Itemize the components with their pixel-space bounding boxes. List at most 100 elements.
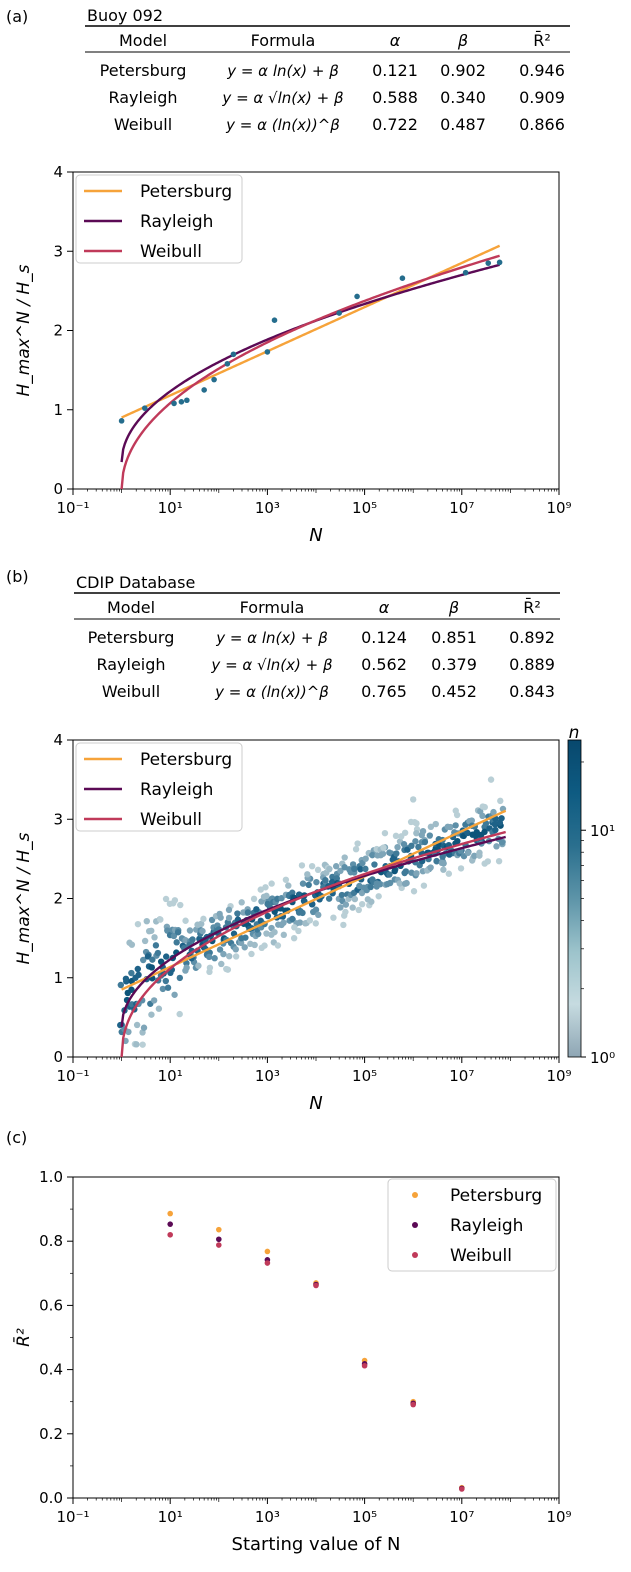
hexbin-cell <box>225 906 233 914</box>
x-tick-label: 10⁹ <box>546 499 571 517</box>
table-header: α <box>379 598 390 617</box>
hexbin-cell <box>123 978 130 985</box>
hexbin-cell <box>296 919 304 926</box>
hexbin-cell <box>183 959 190 967</box>
x-tick-label: 10⁵ <box>352 499 377 517</box>
hexbin-cell <box>298 862 306 869</box>
x-tick-label: 10⁵ <box>352 1508 377 1526</box>
table-cell-formula: y = α (ln(x))^β <box>214 683 329 701</box>
hexbin-cell <box>299 880 307 887</box>
hexbin-cell <box>140 956 147 964</box>
y-tick-label: 1 <box>53 401 63 419</box>
x-tick-label: 10¹ <box>158 499 183 517</box>
point-weibull <box>313 1282 319 1289</box>
table-cell-alpha: 0.765 <box>361 682 407 701</box>
hexbin-cell <box>211 955 218 962</box>
hexbin-cell <box>427 823 435 831</box>
hexbin-cell <box>251 941 258 949</box>
hexbin-cell <box>421 838 429 846</box>
y-axis-label: R̄² <box>12 1328 34 1347</box>
hexbin-cell <box>304 871 311 878</box>
hexbin-cell <box>217 914 224 921</box>
hexbin-cell <box>271 928 278 936</box>
hexbin-cell <box>220 950 227 958</box>
hexbin-cell <box>349 904 356 911</box>
hexbin-cell <box>410 796 417 803</box>
legend-label-weibull: Weibull <box>450 1246 512 1266</box>
point-rayleigh <box>167 1221 173 1227</box>
hexbin-cell <box>155 1005 163 1012</box>
hexbin-cell <box>206 968 213 976</box>
hexbin-cell <box>377 881 384 888</box>
table-cell-formula: y = α (ln(x))^β <box>225 116 340 134</box>
hexbin-cell <box>162 977 170 985</box>
data-point <box>211 376 217 383</box>
hexbin-cell <box>413 870 420 877</box>
table-cell-beta: 0.379 <box>431 655 477 674</box>
hexbin-cell <box>337 904 344 911</box>
hexbin-cell <box>498 815 505 822</box>
hexbin-cell <box>171 897 179 904</box>
table-cell-r2: 0.909 <box>519 88 565 107</box>
hexbin-cell <box>182 937 189 944</box>
legend-label-petersburg: Petersburg <box>140 182 232 202</box>
table-title: Buoy 092 <box>87 6 163 25</box>
hexbin-cell <box>386 871 393 878</box>
hexbin-cell <box>410 888 418 895</box>
table-cell-model: Rayleigh <box>108 88 177 107</box>
hexbin-cell <box>299 909 306 917</box>
hexbin-cell <box>148 927 155 934</box>
hexbin-cell <box>186 927 194 934</box>
hexbin-cell <box>392 832 400 840</box>
hexbin-cell <box>177 901 184 909</box>
hexbin-cell <box>358 900 366 908</box>
legend-label-weibull: Weibull <box>140 242 202 262</box>
hexbin-cell <box>351 865 358 873</box>
table-cell-r2: 0.843 <box>509 682 555 701</box>
hexbin-cell <box>333 875 341 882</box>
hexbin-cell <box>457 865 465 872</box>
legend-box <box>75 742 243 832</box>
hexbin-cell <box>354 840 361 847</box>
table-header: Formula <box>251 31 316 50</box>
chart-buoy-092: 10⁻¹ 10¹ 10³ 10⁵ 10⁷ 10⁹ 0 1 2 3 4 N H_max^N / H_s Pe… <box>14 163 572 546</box>
hexbin-cell <box>351 895 359 903</box>
table-cell-alpha: 0.588 <box>372 88 418 107</box>
fit-curve-petersburg <box>121 809 507 991</box>
hexbin-cell <box>237 939 245 947</box>
table-cell-beta: 0.452 <box>431 682 477 701</box>
hexbin-cell <box>468 817 475 824</box>
hexbin-cell <box>312 906 320 913</box>
hexbin-cell <box>481 828 488 836</box>
hexbin-cell <box>162 895 170 903</box>
x-tick-label: 10⁵ <box>352 1067 377 1085</box>
panel-label-c: (c) <box>6 1128 27 1147</box>
legend-marker-rayleigh <box>412 1222 418 1228</box>
hexbin-cell <box>268 880 275 887</box>
hexbin-cell <box>420 882 428 889</box>
hexbin-cell <box>290 934 298 942</box>
hexbin-cell <box>170 932 178 940</box>
hexbin-cell <box>134 920 142 928</box>
hexbin-cell <box>342 908 349 916</box>
hexbin-cell <box>232 946 240 953</box>
data-point <box>141 405 148 411</box>
x-tick-label: 10⁷ <box>449 499 474 517</box>
table-cell-r2: 0.866 <box>519 115 565 134</box>
hexbin-cell <box>368 898 375 905</box>
x-axis-label: Starting value of N <box>232 1534 401 1555</box>
hexbin-cell <box>326 865 333 873</box>
hexbin-cell <box>493 843 500 850</box>
point-weibull <box>264 1260 271 1266</box>
fit-curve-weibull <box>120 830 506 1058</box>
legend-label-petersburg: Petersburg <box>450 1186 542 1206</box>
hexbin-cell <box>151 934 158 941</box>
hexbin-cell <box>257 886 264 893</box>
hexbin-cell <box>391 867 398 875</box>
hexbin-cell <box>315 911 322 919</box>
hexbin-cell <box>497 797 504 805</box>
point-weibull <box>216 1242 222 1248</box>
hexbin-cell <box>464 849 472 857</box>
table-cell-formula: y = α √ln(x) + β <box>210 656 333 674</box>
legend-label-rayleigh: Rayleigh <box>140 212 213 232</box>
